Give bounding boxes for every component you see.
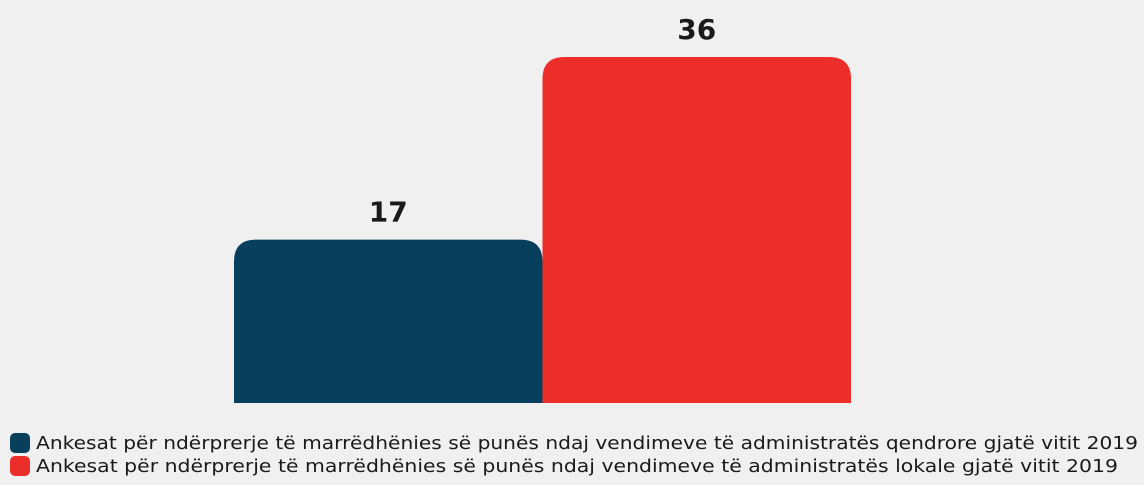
legend-label: Ankesat për ndërprerje të marrëdhënies s… (36, 433, 1138, 454)
bar (234, 239, 543, 403)
legend-swatch (10, 433, 30, 453)
value-label: 36 (677, 13, 716, 46)
legend-swatch (10, 456, 30, 476)
value-label: 17 (369, 196, 408, 229)
legend-label: Ankesat për ndërprerje të marrëdhënies s… (36, 456, 1118, 477)
bar (542, 57, 851, 403)
